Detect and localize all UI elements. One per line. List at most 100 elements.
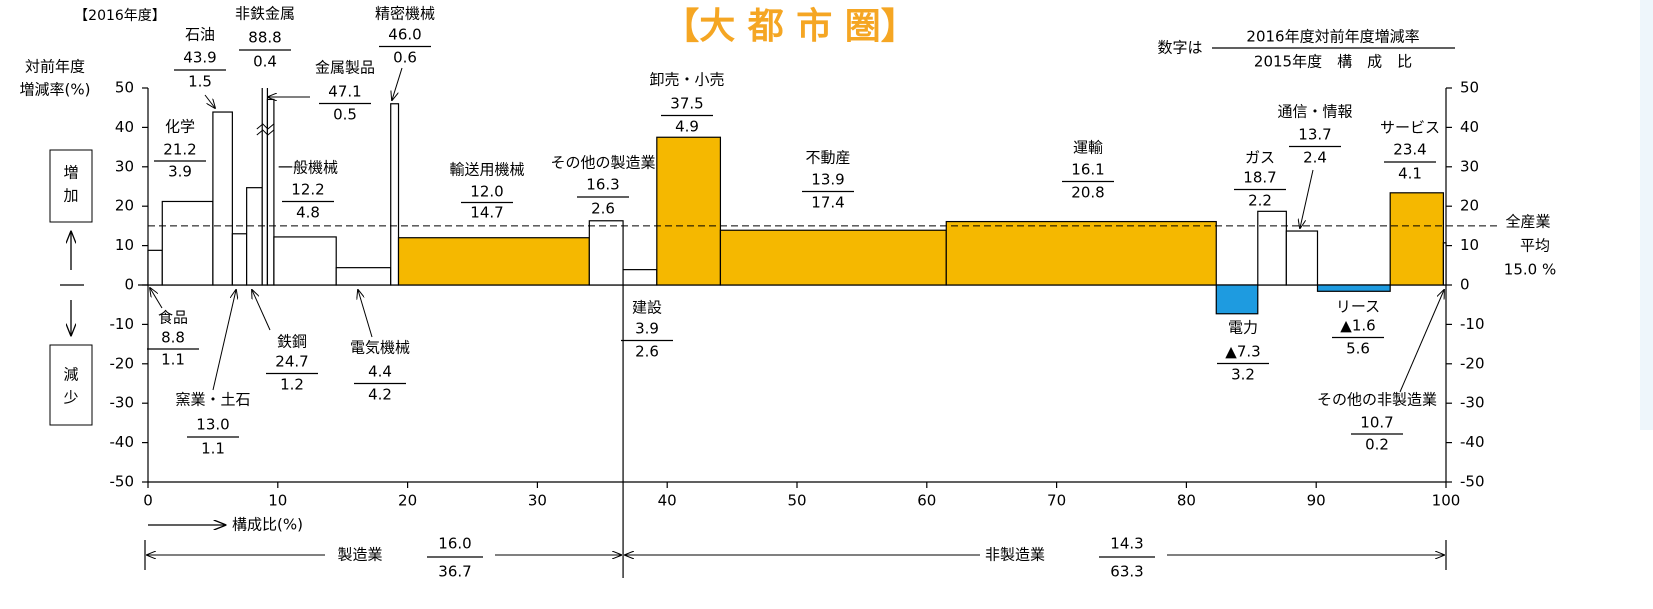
growth-label: 24.7: [275, 353, 308, 371]
share-label: 4.1: [1398, 165, 1422, 183]
group-share: 36.7: [438, 563, 471, 581]
bar: [1389, 192, 1445, 286]
growth-label: ▲7.3: [1225, 343, 1260, 361]
category-label: サービス: [1380, 119, 1440, 137]
x-tick-label: 80: [1177, 492, 1196, 510]
y2-tick-label: 0: [1460, 276, 1470, 294]
y-tick-label: -10: [110, 315, 135, 333]
group-growth: 16.0: [438, 535, 471, 553]
share-label: 0.2: [1365, 436, 1389, 454]
chart-title: 【大 都 市 圏】: [663, 6, 917, 47]
average-name: 全産業: [1505, 213, 1550, 231]
leader-arrow: [358, 290, 373, 338]
bar: [212, 111, 233, 286]
bar: [273, 236, 337, 286]
share-label: 1.2: [280, 376, 304, 394]
leader-arrow: [392, 67, 403, 100]
bar: [147, 249, 163, 286]
y2-tick-label: 40: [1460, 118, 1479, 136]
period: 【2016年度】: [74, 8, 166, 24]
category-label: 運輸: [1073, 139, 1103, 157]
category-label: 鉄鋼: [277, 333, 307, 351]
bars: [147, 88, 1447, 315]
category-label: 電気機械: [350, 339, 410, 357]
bar: [1316, 284, 1391, 292]
growth-label: 12.0: [470, 183, 503, 201]
share-label: 1.1: [201, 440, 225, 458]
bar: [335, 267, 392, 286]
decrease-box: [49, 344, 93, 426]
category-label: 化学: [165, 118, 195, 136]
group-name: 非製造業: [985, 546, 1045, 564]
bar: [719, 229, 947, 286]
y2-tick-label: 10: [1460, 236, 1479, 254]
growth-label: 13.7: [1298, 126, 1331, 144]
growth-label: 4.4: [368, 363, 392, 381]
share-label: 14.7: [470, 204, 503, 222]
x-label: 構成比(%): [232, 516, 303, 534]
edge-strip: [1640, 0, 1653, 430]
category-label: 電力: [1228, 319, 1258, 337]
category-label: 食品: [158, 309, 188, 327]
share-label: 5.6: [1346, 340, 1370, 358]
leader-arrow: [212, 290, 236, 391]
y2-tick-label: -50: [1460, 473, 1485, 491]
growth-label: 37.5: [670, 95, 703, 113]
growth-label: 21.2: [163, 141, 196, 159]
bar: [161, 200, 214, 286]
growth-label: 8.8: [161, 329, 185, 347]
y-tick-label: 30: [115, 157, 134, 175]
y2-tick-label: -30: [1460, 394, 1485, 412]
leader-arrow: [252, 290, 271, 331]
x-tick-label: 0: [143, 492, 153, 510]
y-label: 対前年度: [25, 58, 85, 76]
y-label: 増減率(%): [20, 81, 91, 99]
bar: [231, 233, 248, 286]
growth-label: 43.9: [183, 49, 216, 67]
y-tick-label: 10: [115, 236, 134, 254]
category-label: その他の非製造業: [1317, 391, 1437, 409]
bar: [1215, 284, 1259, 315]
bar: [588, 220, 624, 286]
growth-label: 13.0: [196, 416, 229, 434]
leader-arrow: [1399, 290, 1444, 393]
growth-label: 18.7: [1243, 169, 1276, 187]
decrease-label: 少: [63, 389, 78, 407]
growth-label: 46.0: [388, 26, 421, 44]
growth-label: 12.2: [291, 181, 324, 199]
bar: [656, 136, 722, 286]
category-label: 輸送用機械: [449, 161, 524, 179]
bar: [246, 187, 263, 286]
share-label: 17.4: [811, 194, 844, 212]
category-label: リース: [1336, 298, 1380, 316]
category-label: その他の製造業: [550, 154, 655, 172]
category-label: 建設: [632, 299, 662, 317]
x-tick-label: 70: [1047, 492, 1066, 510]
growth-label: 13.9: [811, 171, 844, 189]
y2-tick-label: 20: [1460, 197, 1479, 215]
bar: [945, 220, 1217, 286]
y-tick-label: -30: [110, 394, 135, 412]
average-label: 15.0 %: [1504, 261, 1556, 279]
y2-tick-label: -10: [1460, 315, 1485, 333]
y-tick-label: -40: [110, 433, 135, 451]
category-label: 通信・情報: [1277, 103, 1352, 121]
x-tick-label: 100: [1432, 492, 1461, 510]
y-tick-label: 40: [115, 118, 134, 136]
y2-tick-label: 30: [1460, 157, 1479, 175]
share-label: 2.4: [1303, 149, 1327, 167]
growth-label: 47.1: [328, 83, 361, 101]
legend-prefix: 数字は: [1157, 39, 1202, 57]
increase-box: [49, 149, 93, 223]
group-name: 製造業: [337, 546, 382, 564]
growth-label: ▲1.6: [1340, 317, 1375, 335]
y-tick-label: -20: [110, 354, 135, 372]
bar: [1285, 230, 1319, 286]
category-label: 石油: [185, 26, 215, 44]
growth-label: 3.9: [635, 320, 659, 338]
growth-label: 88.8: [248, 29, 281, 47]
bar: [622, 269, 658, 286]
share-label: 4.9: [675, 118, 699, 136]
increase-label: 増: [63, 164, 78, 182]
legend-denominator: 2015年度 構 成 比: [1254, 53, 1412, 71]
